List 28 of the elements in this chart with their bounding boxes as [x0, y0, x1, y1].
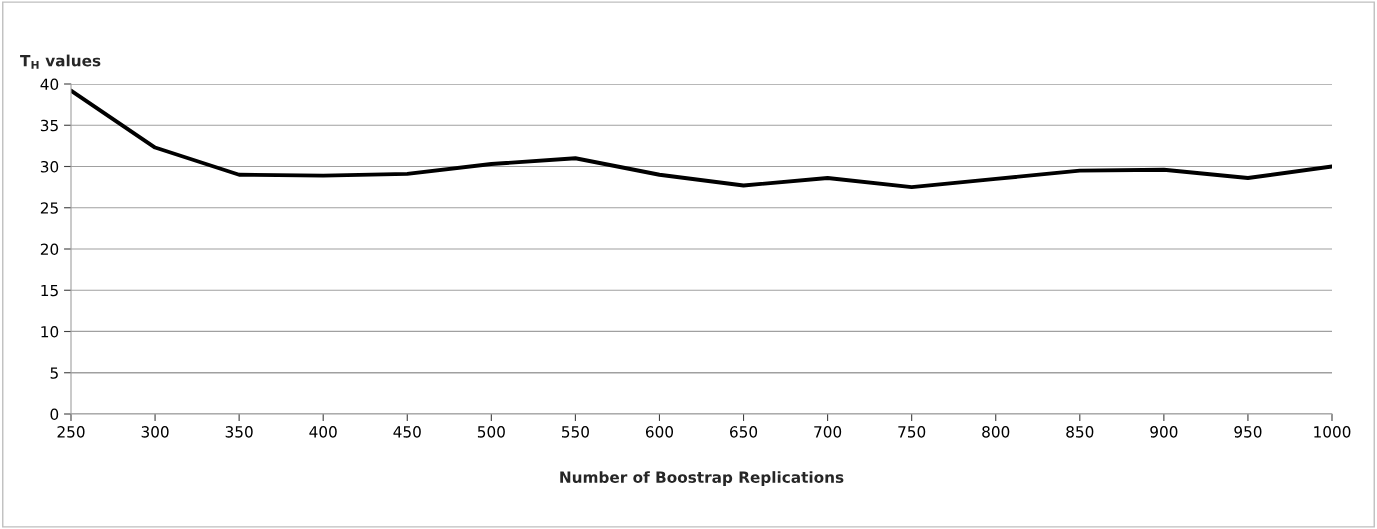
y-tick-label: 30 — [40, 160, 59, 173]
x-tick-label: 500 — [477, 426, 505, 438]
x-tick-label: 550 — [562, 426, 589, 438]
y-tick-label: 25 — [40, 202, 58, 214]
y-axis-title: T$_{H}$ values — [20, 54, 101, 69]
x-tick-label: 400 — [309, 426, 337, 438]
y-tick-label: 40 — [40, 78, 59, 91]
y-tick-label: 15 — [41, 284, 58, 297]
x-tick-label: 1000 — [1314, 426, 1351, 438]
y-tick-label: 0 — [50, 408, 59, 421]
x-tick-label: 350 — [225, 426, 253, 438]
x-tick-label: 900 — [1150, 426, 1178, 438]
x-tick-label: 650 — [730, 426, 758, 438]
x-tick-label: 250 — [57, 426, 85, 438]
x-tick-label: 300 — [141, 426, 169, 438]
y-tick-label: 35 — [40, 119, 58, 132]
x-tick-label: 800 — [982, 426, 1010, 438]
y-tick-label: 5 — [50, 367, 58, 379]
x-tick-label: 700 — [814, 426, 842, 438]
x-tick-label: 950 — [1234, 426, 1262, 438]
x-axis-title: Number of Boostrap Replications — [560, 471, 844, 486]
y-tick-label: 10 — [41, 325, 59, 338]
x-tick-label: 600 — [645, 426, 674, 438]
line-series — [71, 88, 1332, 190]
x-tick-label: 450 — [393, 426, 421, 438]
x-tick-label: 750 — [898, 426, 926, 438]
y-tick-label: 20 — [40, 243, 59, 256]
x-tick-label: 850 — [1066, 426, 1094, 438]
